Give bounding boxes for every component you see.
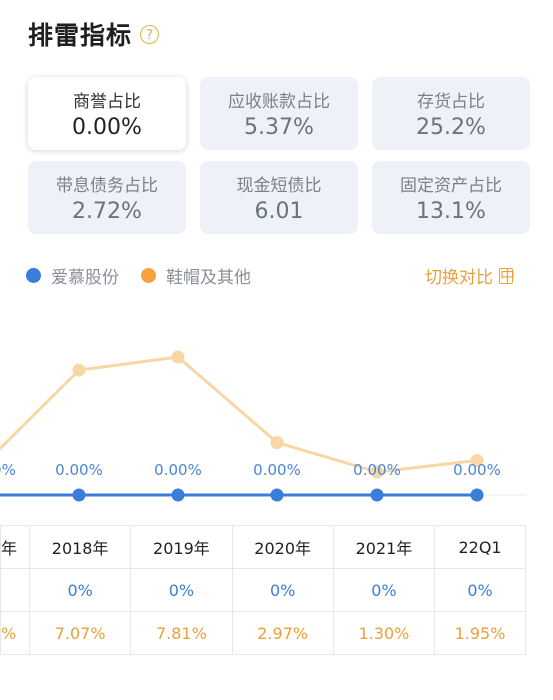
metric-label: 现金短债比 [236, 176, 322, 196]
table-cell: 年 [0, 525, 30, 569]
series-point-company[interactable] [72, 488, 86, 502]
data-label: 0.00% [453, 461, 501, 479]
line-chart: 0.00% 0.00% 0.00% 0.00% 0.00% 0.00% [0, 350, 526, 502]
metric-card-receivables[interactable]: 应收账款占比 5.37% [200, 77, 358, 150]
metric-value: 13.1% [416, 199, 486, 224]
table-cell: 2020年 [231, 525, 334, 569]
table-cell: 2.97% [231, 611, 334, 655]
series-point-company[interactable] [470, 488, 484, 502]
table-row-company: 0% 0% 0% 0% 0% [0, 568, 526, 612]
table-cell: 0% [130, 568, 233, 612]
series-point-company[interactable] [171, 488, 185, 502]
data-label: 0.00% [253, 461, 301, 479]
series-line-industry [0, 355, 478, 474]
metric-card-cash-ratio[interactable]: 现金短债比 6.01 [200, 161, 358, 234]
switch-compare-label: 切换对比 [425, 268, 493, 288]
table-cell: 2018年 [28, 525, 132, 569]
legend-label: 鞋帽及其他 [166, 268, 251, 288]
chart-legend: 爱慕股份 鞋帽及其他 [26, 263, 273, 288]
legend-item-industry[interactable]: 鞋帽及其他 [141, 263, 251, 288]
table-row-years: 年 2018年 2019年 2020年 2021年 22Q1 [0, 525, 526, 569]
metric-card-interest-debt[interactable]: 带息债务占比 2.72% [28, 161, 186, 234]
help-icon[interactable]: ? [140, 24, 160, 44]
metric-value: 0.00% [72, 115, 142, 140]
series-point-company[interactable] [270, 488, 284, 502]
table-cell: 0% [231, 568, 334, 612]
data-label: 0.00% [0, 461, 16, 479]
data-label: 0.00% [154, 461, 202, 479]
metric-card-inventory[interactable]: 存货占比 25.2% [372, 77, 530, 150]
table-cell: 7.07% [28, 611, 132, 655]
table-cell: 22Q1 [434, 525, 526, 569]
table-row-industry: % 7.07% 7.81% 2.97% 1.30% 1.95% [0, 611, 526, 655]
series-point-industry[interactable] [72, 363, 86, 377]
metric-label: 带息债务占比 [56, 176, 158, 196]
legend-dot-blue [26, 268, 41, 283]
metric-label: 存货占比 [417, 92, 485, 112]
metric-card-fixed-assets[interactable]: 固定资产占比 13.1% [372, 161, 530, 234]
series-point-company[interactable] [370, 488, 384, 502]
data-table: 年 2018年 2019年 2020年 2021年 22Q1 0% 0% 0% … [0, 525, 526, 655]
legend-label: 爱慕股份 [51, 268, 119, 288]
metric-value: 6.01 [254, 199, 304, 224]
table-cell: 0% [434, 568, 526, 612]
data-label: 0.00% [55, 461, 103, 479]
table-cell: % [0, 611, 30, 655]
table-cell: 2019年 [130, 525, 233, 569]
series-point-industry[interactable] [270, 436, 284, 450]
data-label: 0.00% [353, 461, 401, 479]
metric-label: 商誉占比 [73, 92, 141, 112]
metric-value: 2.72% [72, 199, 142, 224]
table-cell: 7.81% [130, 611, 233, 655]
switch-compare-button[interactable]: 切换对比 中 [425, 263, 516, 288]
table-cell [0, 568, 30, 612]
metric-value: 5.37% [244, 115, 314, 140]
header: 排雷指标 ? [28, 16, 160, 52]
legend-item-company[interactable]: 爱慕股份 [26, 263, 119, 288]
compare-icon: 中 [499, 266, 516, 285]
series-point-industry[interactable] [370, 465, 384, 479]
legend-dot-orange [141, 268, 156, 283]
table-cell: 1.95% [434, 611, 526, 655]
metric-label: 固定资产占比 [400, 176, 502, 196]
metric-label: 应收账款占比 [228, 92, 330, 112]
table-cell: 1.30% [332, 611, 436, 655]
metric-cards: 商誉占比 0.00% 应收账款占比 5.37% 存货占比 25.2% 带息债务占… [28, 77, 530, 234]
table-cell: 0% [332, 568, 436, 612]
metric-value: 25.2% [416, 115, 486, 140]
series-point-industry[interactable] [470, 454, 484, 468]
table-cell: 2021年 [332, 525, 436, 569]
series-point-industry[interactable] [171, 350, 185, 364]
page-title: 排雷指标 [28, 21, 133, 50]
metric-card-goodwill[interactable]: 商誉占比 0.00% [28, 77, 186, 150]
table-cell: 0% [28, 568, 132, 612]
